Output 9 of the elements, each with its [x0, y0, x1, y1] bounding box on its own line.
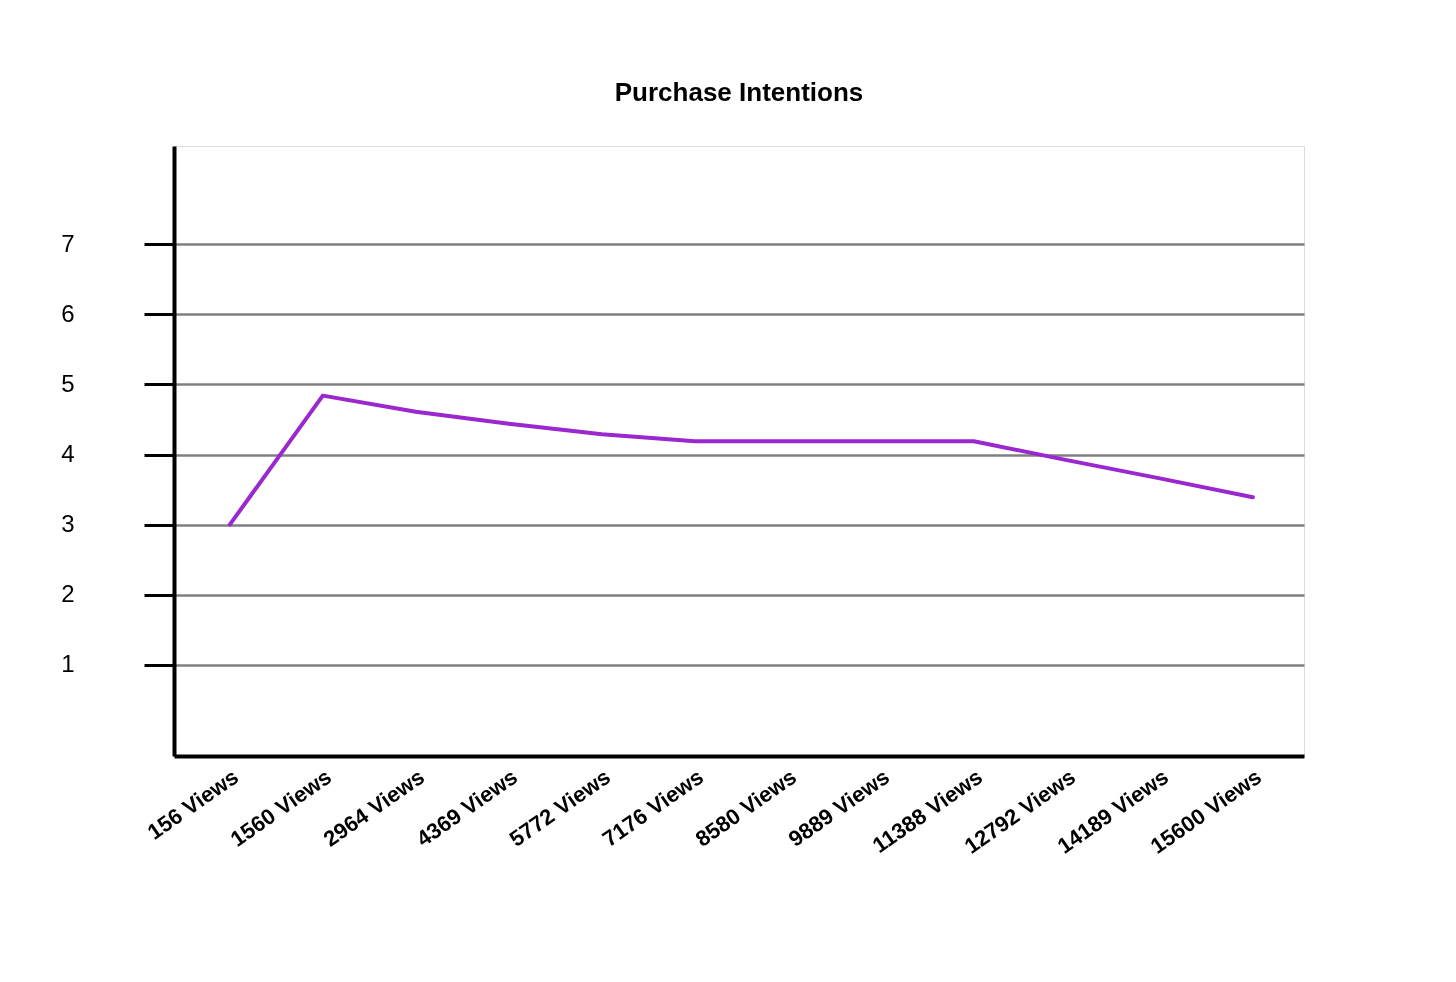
- line-series: [227, 393, 1255, 527]
- chart-title: Purchase Intentions: [614, 77, 864, 107]
- y-tick-label: 3: [61, 510, 75, 538]
- y-tick-label: 1: [61, 650, 75, 678]
- y-tick-label: 2: [61, 580, 75, 608]
- y-tick-label: 5: [61, 369, 75, 397]
- y-tick-label: 7: [61, 229, 75, 257]
- y-tick-label: 4: [61, 440, 75, 468]
- y-tick-label: 6: [61, 299, 75, 327]
